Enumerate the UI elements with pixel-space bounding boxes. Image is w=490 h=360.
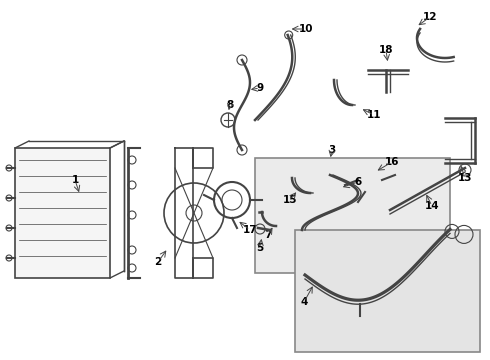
Text: 1: 1 [72,175,78,185]
Bar [255,158,450,273]
Text: 15: 15 [283,195,297,205]
Bar [295,230,480,352]
Text: 9: 9 [256,83,264,93]
Text: 17: 17 [243,225,257,235]
Text: 4: 4 [300,297,308,307]
Text: 2: 2 [154,257,162,267]
Text: 13: 13 [458,173,472,183]
Text: 3: 3 [328,145,336,155]
Text: 11: 11 [367,110,381,120]
Text: 14: 14 [425,201,440,211]
Text: 10: 10 [298,24,313,34]
Text: 6: 6 [354,177,362,187]
Text: 16: 16 [385,157,399,167]
Text: 7: 7 [264,230,271,240]
Text: 8: 8 [226,100,234,110]
Bar [15,148,110,278]
Text: 18: 18 [379,45,393,55]
Text: 5: 5 [256,243,264,253]
Text: 12: 12 [423,12,437,22]
